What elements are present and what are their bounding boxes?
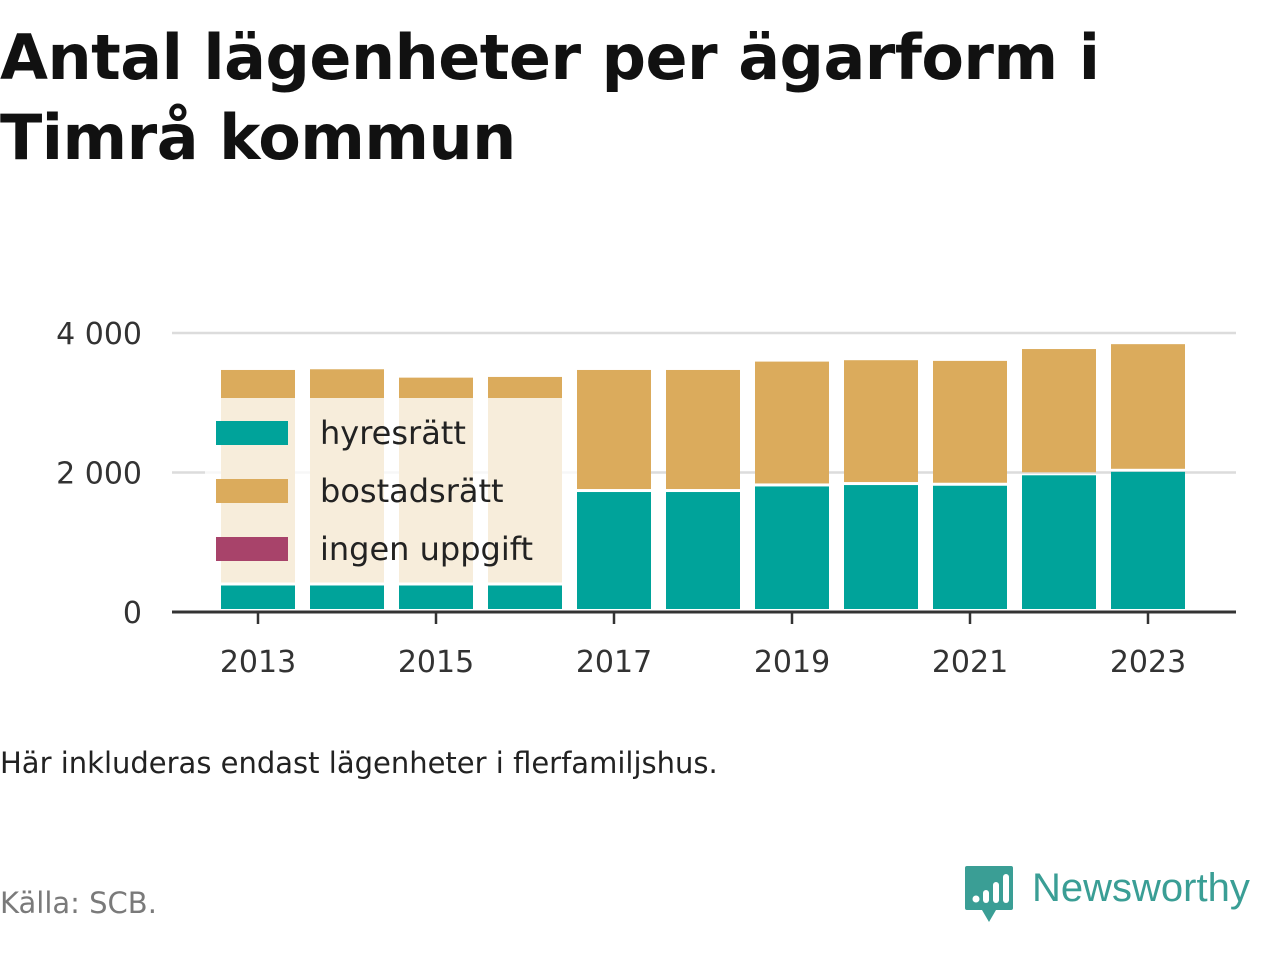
x-tick-label: 2023 (1110, 645, 1186, 680)
bar-hyresrätt (399, 585, 473, 609)
bar-bostadsrätt (577, 369, 651, 490)
brand-name: Newsworthy (1032, 865, 1250, 910)
bar-hyresrätt (844, 485, 918, 609)
bar-bostadsrätt (755, 361, 829, 484)
bar-hyresrätt (933, 485, 1007, 609)
bar-bostadsrätt (1111, 344, 1185, 469)
legend-swatch (216, 421, 288, 445)
bar-bostadsrätt (1022, 349, 1096, 473)
legend-swatch (216, 537, 288, 561)
bar-hyresrätt (577, 492, 651, 609)
bar-hyresrätt (666, 492, 740, 609)
x-tick-label: 2017 (576, 645, 652, 680)
bar-bostadsrätt (666, 369, 740, 490)
bar-hyresrätt (1022, 475, 1096, 609)
chart-title: Antal lägenheter per ägarform i Timrå ko… (0, 21, 1100, 174)
y-tick-label: 4 000 (56, 317, 142, 352)
bar-hyresrätt (488, 585, 562, 609)
x-tick-label: 2013 (220, 645, 296, 680)
bar-bostadsrätt (933, 360, 1007, 483)
legend-label: hyresrätt (320, 414, 466, 452)
bar-hyresrätt (221, 585, 295, 609)
legend-swatch (216, 479, 288, 503)
bar-hyresrätt (755, 486, 829, 609)
y-tick-label: 0 (123, 596, 142, 631)
axes: 0 2 000 4 000 2013 2015 2017 2019 2021 2023 (56, 317, 1236, 680)
legend: hyresrätt bostadsrätt ingen uppgift (216, 414, 533, 568)
chart-caption: Här inkluderas endast lägenheter i flerf… (0, 746, 718, 780)
chart-area: 0 2 000 4 000 2013 2015 2017 2019 2021 2023 hyre… (56, 317, 1236, 680)
source-note: Källa: SCB. (0, 886, 157, 920)
x-tick-label: 2021 (932, 645, 1008, 680)
legend-label: ingen uppgift (320, 530, 533, 568)
x-tick-label: 2019 (754, 645, 830, 680)
speech-bubble-chart-icon (965, 866, 1013, 922)
bar-hyresrätt (1111, 471, 1185, 609)
y-tick-label: 2 000 (56, 457, 142, 492)
brand-logo[interactable]: Newsworthy (964, 864, 1250, 926)
bar-bostadsrätt (844, 360, 918, 483)
bar-hyresrätt (310, 585, 384, 609)
legend-label: bostadsrätt (320, 472, 504, 510)
x-tick-label: 2015 (398, 645, 474, 680)
